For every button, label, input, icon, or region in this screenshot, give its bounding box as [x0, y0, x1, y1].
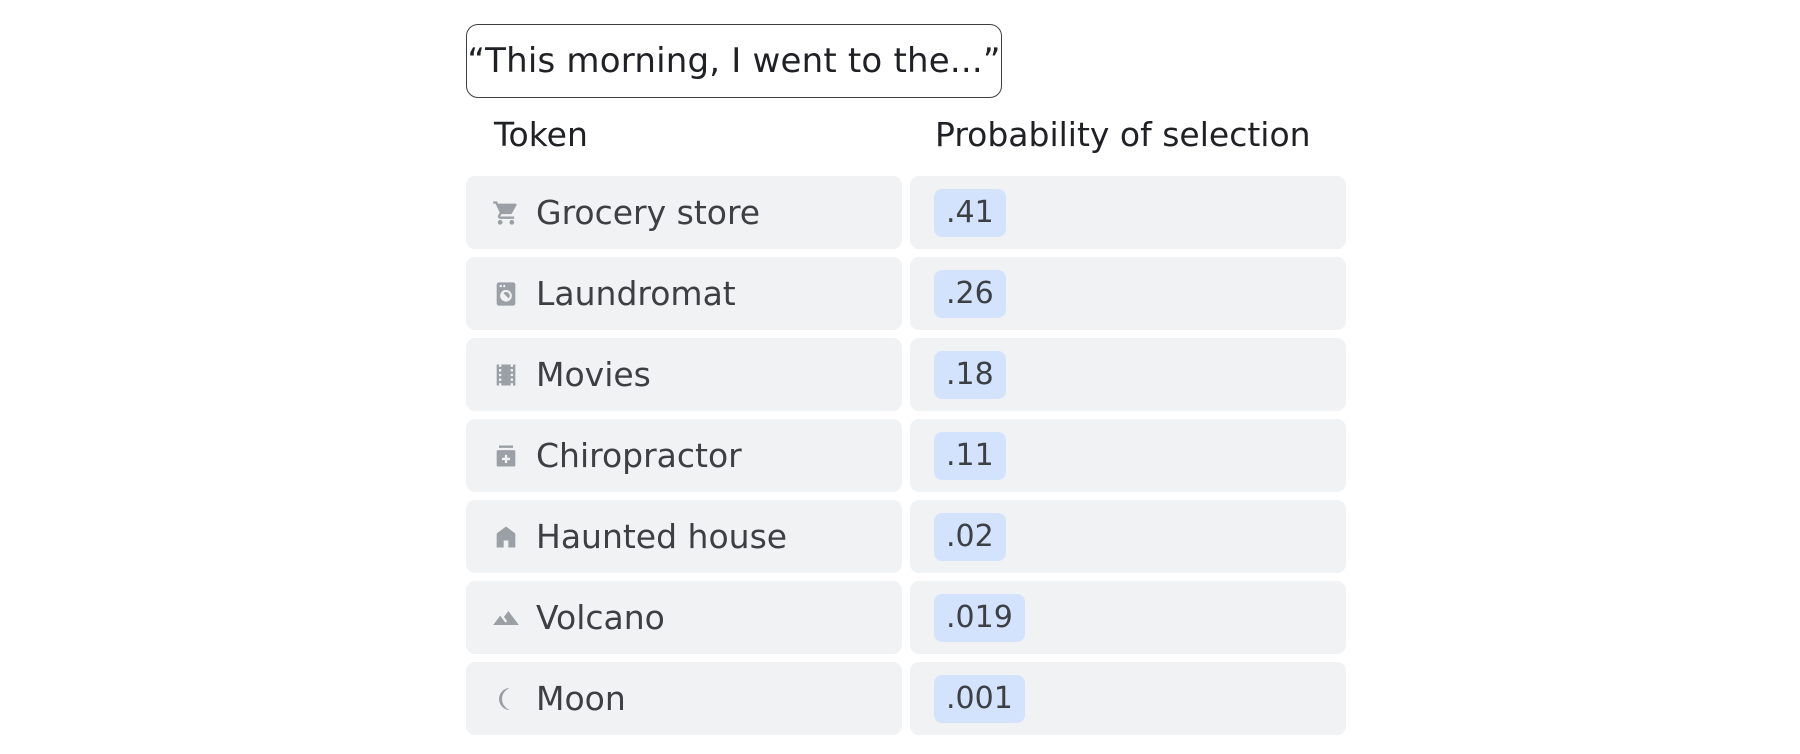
film-strip-icon: [492, 361, 520, 389]
probability-badge: .02: [934, 512, 1006, 561]
washing-machine-icon: [492, 280, 520, 308]
table-row: Haunted house .02: [466, 500, 1346, 573]
table-row: Chiropractor .11: [466, 419, 1346, 492]
token-cell: Volcano: [466, 581, 902, 654]
token-cell: Chiropractor: [466, 419, 902, 492]
probability-cell: .019: [910, 581, 1346, 654]
shopping-cart-icon: [492, 199, 520, 227]
token-label: Moon: [536, 679, 626, 718]
token-cell: Haunted house: [466, 500, 902, 573]
probability-badge: .019: [934, 593, 1025, 642]
token-cell: Moon: [466, 662, 902, 735]
probability-cell: .26: [910, 257, 1346, 330]
probability-cell: .18: [910, 338, 1346, 411]
probability-badge: .11: [934, 431, 1006, 480]
probability-cell: .02: [910, 500, 1346, 573]
token-label: Laundromat: [536, 274, 736, 313]
token-cell: Laundromat: [466, 257, 902, 330]
table-row: Volcano .019: [466, 581, 1346, 654]
probability-cell: .41: [910, 176, 1346, 249]
table-row: Grocery store .41: [466, 176, 1346, 249]
token-label: Movies: [536, 355, 651, 394]
token-label: Chiropractor: [536, 436, 742, 475]
token-cell: Movies: [466, 338, 902, 411]
mountain-icon: [492, 604, 520, 632]
token-label: Haunted house: [536, 517, 788, 556]
probability-cell: .11: [910, 419, 1346, 492]
table-row: Movies .18: [466, 338, 1346, 411]
crescent-moon-icon: [492, 685, 520, 713]
house-icon: [492, 523, 520, 551]
probability-cell: .001: [910, 662, 1346, 735]
token-label: Volcano: [536, 598, 665, 637]
table-row: Moon .001: [466, 662, 1346, 735]
medication-icon: [492, 442, 520, 470]
probability-badge: .18: [934, 350, 1006, 399]
prompt-text: “This morning, I went to the...”: [467, 41, 1001, 81]
token-column-header: Token: [494, 115, 588, 154]
probability-badge: .001: [934, 674, 1025, 723]
table-row: Laundromat .26: [466, 257, 1346, 330]
token-cell: Grocery store: [466, 176, 902, 249]
probability-column-header: Probability of selection: [935, 115, 1311, 154]
token-probability-table: Grocery store .41 Laundromat .26 Movies …: [466, 176, 1346, 743]
prompt-box: “This morning, I went to the...”: [466, 24, 1002, 98]
token-label: Grocery store: [536, 193, 761, 232]
probability-badge: .26: [934, 269, 1006, 318]
probability-badge: .41: [934, 188, 1006, 237]
